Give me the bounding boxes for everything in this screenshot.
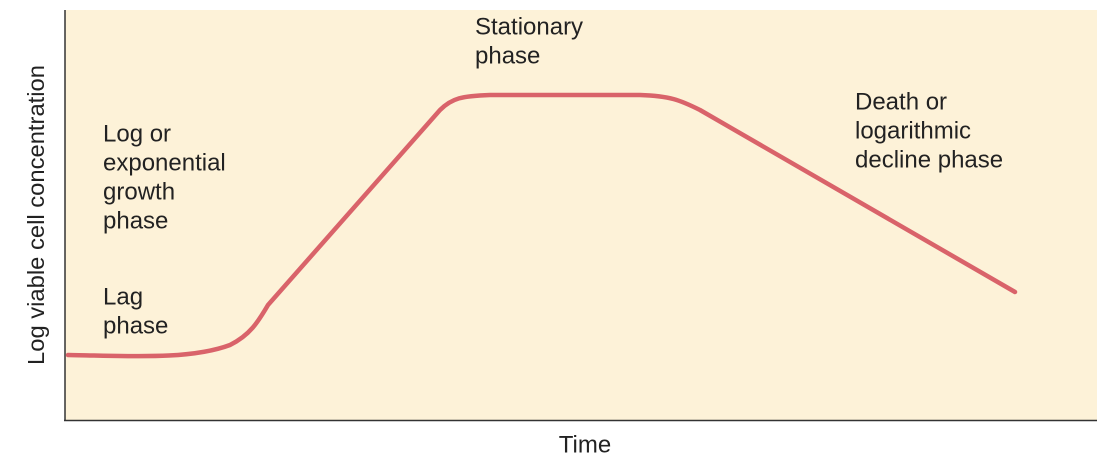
plot-area [65, 10, 1097, 420]
phase-label: Stationary [475, 13, 583, 40]
y-axis-label: Log viable cell concentration [23, 65, 49, 365]
growth-curve [65, 92, 1018, 359]
phase-label: phase [103, 207, 168, 234]
phase-label: decline phase [855, 146, 1003, 173]
phase-label: exponential [103, 149, 226, 176]
phase-label: phase [475, 42, 540, 69]
phase-label: Lag [103, 283, 143, 310]
phase-label: phase [103, 312, 168, 339]
phase-label: logarithmic [855, 117, 971, 144]
phase-label: growth [103, 178, 175, 205]
phase-label: Death or [855, 88, 947, 115]
x-axis-label: Time [559, 431, 611, 457]
phase-label: Log or [103, 120, 171, 147]
